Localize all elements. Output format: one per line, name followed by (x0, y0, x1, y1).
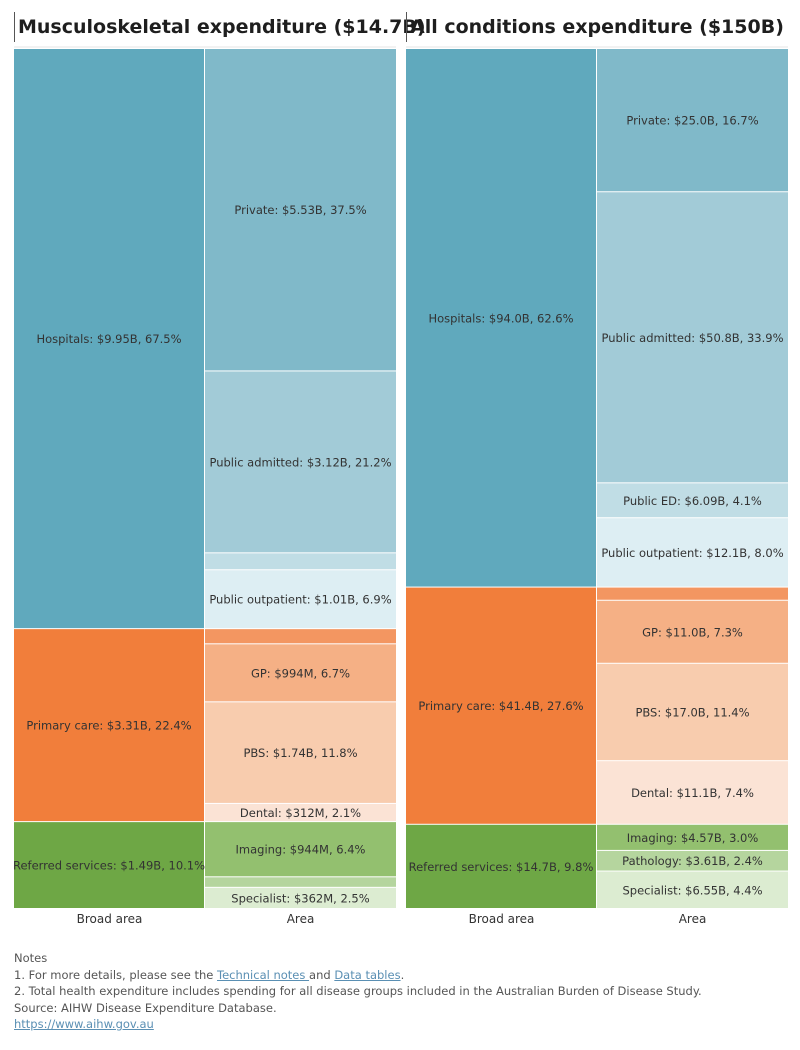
area-hospitals-other-2-block[interactable] (205, 553, 396, 570)
area-public-admitted-block[interactable] (205, 371, 396, 553)
broad-area-hospitals-block[interactable] (14, 49, 204, 629)
all-conditions-treemap: Hospitals: $94.0B, 62.6% Private: $25.0B,… (406, 46, 788, 908)
area-pbs-label: PBS: $1.74B, 11.8% (243, 746, 357, 760)
area-dental-block[interactable] (597, 761, 788, 824)
area-pbs-block[interactable] (597, 663, 788, 761)
area-pathology-block[interactable] (597, 850, 788, 871)
area-public-admitted-label: Public admitted: $3.12B, 21.2% (209, 455, 391, 469)
area-pbs-block[interactable] (205, 702, 396, 803)
note-1: 1. For more details, please see the Tech… (14, 967, 702, 984)
notes-heading: Notes (14, 951, 48, 965)
broad-area-primary-care-label: Primary care: $3.31B, 22.4% (26, 719, 191, 733)
aihw-website-link[interactable]: https://www.aihw.gov.au (14, 1017, 154, 1031)
area-private-block[interactable] (205, 49, 396, 371)
musculoskeletal-title: Musculoskeletal expenditure ($14.7B) (14, 12, 426, 42)
broad-area-primary-care-block[interactable] (406, 587, 596, 824)
broad-area-referred-services-block[interactable] (406, 824, 596, 908)
area-private-label: Private: $25.0B, 16.7% (626, 114, 758, 128)
area-gp-block[interactable] (597, 600, 788, 663)
broad-area-referred-services-label: Referred services: $14.7B, 9.8% (409, 860, 594, 874)
area-specialist-label: Specialist: $6.55B, 4.4% (623, 883, 763, 897)
area-private-block[interactable] (597, 49, 788, 192)
area-dental-block[interactable] (205, 803, 396, 822)
broad-area-primary-care-label: Primary care: $41.4B, 27.6% (418, 699, 583, 713)
notes-section: Notes 1. For more details, please see th… (14, 950, 702, 1033)
area-primary-care-other-0-block[interactable] (597, 587, 788, 600)
note-2: 2. Total health expenditure includes spe… (14, 984, 702, 998)
broad-area-referred-services-block[interactable] (14, 822, 204, 908)
area-gp-label: GP: $11.0B, 7.3% (642, 625, 743, 639)
area-imaging-block[interactable] (205, 822, 396, 877)
area-public-outpatient-block[interactable] (597, 518, 788, 587)
area-imaging-label: Imaging: $4.57B, 3.0% (627, 831, 759, 845)
area-axis-label: Area (286, 912, 315, 926)
broad-area-axis-label: Broad area (76, 912, 143, 926)
area-axis-label: Area (678, 912, 707, 926)
area-specialist-label: Specialist: $362M, 2.5% (231, 891, 369, 905)
area-private-label: Private: $5.53B, 37.5% (234, 203, 366, 217)
area-public-outpatient-label: Public outpatient: $1.01B, 6.9% (209, 593, 391, 607)
broad-area-primary-care-block[interactable] (14, 629, 204, 822)
source-note: Source: AIHW Disease Expenditure Databas… (14, 1000, 277, 1015)
area-dental-label: Dental: $11.1B, 7.4% (631, 786, 754, 800)
area-public-outpatient-label: Public outpatient: $12.1B, 8.0% (601, 546, 783, 560)
area-public-ed-block[interactable] (597, 483, 788, 518)
broad-area-referred-services-label: Referred services: $1.49B, 10.1% (13, 859, 205, 873)
area-specialist-block[interactable] (205, 887, 396, 908)
area-imaging-block[interactable] (597, 824, 788, 850)
note-1-prefix: 1. For more details, please see the (14, 967, 217, 982)
technical-notes-link[interactable]: Technical notes (217, 967, 310, 982)
broad-area-hospitals-block[interactable] (406, 49, 596, 587)
area-imaging-label: Imaging: $944M, 6.4% (236, 843, 366, 857)
area-pbs-label: PBS: $17.0B, 11.4% (635, 705, 749, 719)
musculoskeletal-treemap: Hospitals: $9.95B, 67.5% Private: $5.53B,… (13, 46, 396, 908)
data-tables-link[interactable]: Data tables (334, 967, 401, 982)
area-public-outpatient-block[interactable] (205, 570, 396, 629)
area-public-admitted-label: Public admitted: $50.8B, 33.9% (601, 331, 783, 345)
all-conditions-title: All conditions expenditure ($150B) (406, 12, 790, 42)
aihw-link-line: https://www.aihw.gov.au (14, 1016, 702, 1033)
note-1-and: and (309, 967, 335, 982)
area-referred-services-other-1-block[interactable] (205, 877, 396, 887)
broad-area-hospitals-label: Hospitals: $9.95B, 67.5% (36, 332, 181, 346)
area-gp-label: GP: $994M, 6.7% (251, 666, 350, 680)
area-dental-label: Dental: $312M, 2.1% (240, 806, 361, 820)
area-public-admitted-block[interactable] (597, 192, 788, 483)
area-public-ed-label: Public ED: $6.09B, 4.1% (623, 494, 762, 508)
broad-area-hospitals-label: Hospitals: $94.0B, 62.6% (428, 311, 573, 325)
broad-area-axis-label: Broad area (468, 912, 535, 926)
area-gp-block[interactable] (205, 644, 396, 702)
area-pathology-label: Pathology: $3.61B, 2.4% (622, 854, 763, 868)
area-primary-care-other-0-block[interactable] (205, 629, 396, 644)
area-specialist-block[interactable] (597, 871, 788, 908)
note-1-suffix: . (400, 967, 405, 982)
